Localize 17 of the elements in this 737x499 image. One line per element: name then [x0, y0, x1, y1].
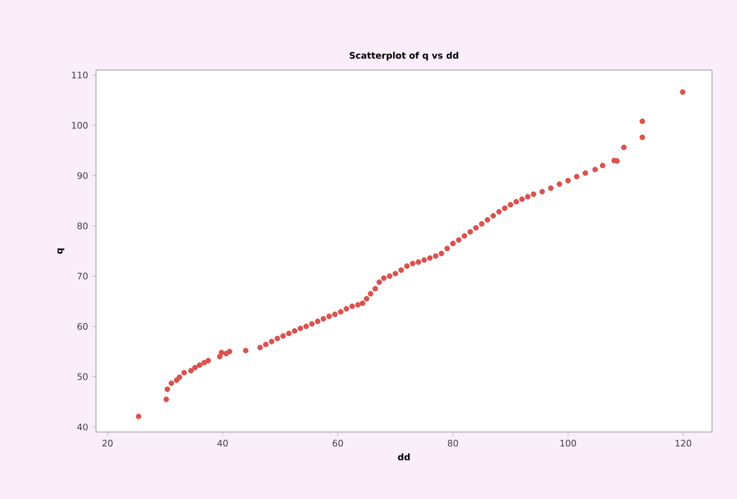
- x-tick-label: 80: [448, 440, 458, 447]
- x-tick-label: 100: [560, 440, 576, 447]
- x-tick-label: 60: [332, 440, 343, 447]
- x-tick-label: 20: [102, 440, 113, 447]
- x-tick-label: 40: [217, 440, 228, 447]
- y-tick-label: 90: [77, 172, 88, 179]
- x-axis-title: dd: [398, 453, 410, 460]
- y-tick-label: 100: [72, 122, 88, 129]
- y-tick-label: 50: [78, 373, 88, 380]
- y-axis-title: q: [57, 248, 64, 254]
- y-tick-label: 110: [72, 72, 88, 78]
- chart-title: Scatterplot of q vs dd: [350, 52, 458, 60]
- y-tick-label: 60: [77, 323, 88, 330]
- y-tick-label: 40: [77, 424, 88, 430]
- y-tick-label: 80: [77, 222, 88, 230]
- x-tick-label: 120: [676, 440, 692, 447]
- y-tick-label: 70: [78, 272, 88, 280]
